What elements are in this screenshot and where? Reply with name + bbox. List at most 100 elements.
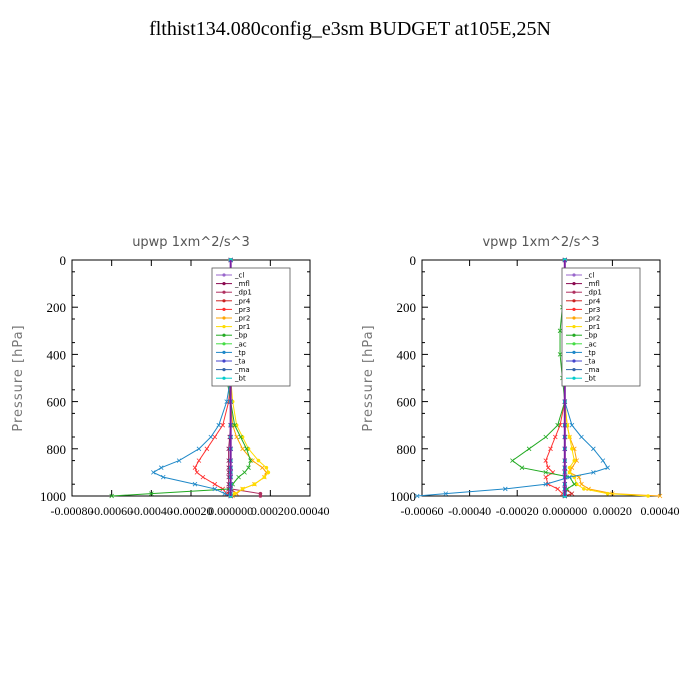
- x-tick-label: 0.00040: [641, 504, 680, 518]
- y-tick-label: 200: [397, 300, 417, 315]
- data-point: [109, 493, 114, 499]
- y-tick-label: 1000: [40, 489, 66, 504]
- legend-label: _cl: [234, 272, 244, 280]
- data-point: [250, 458, 255, 463]
- data-point: [222, 491, 227, 496]
- data-point: [242, 470, 247, 475]
- data-point: [526, 446, 532, 452]
- x-tick-label: -0.00040: [130, 504, 173, 518]
- legend-label: _pr3: [584, 306, 600, 314]
- legend-label: _pr2: [584, 315, 600, 323]
- data-point: [264, 465, 269, 470]
- data-point: [503, 486, 508, 492]
- y-axis-label: Pressure [hPa]: [361, 324, 376, 431]
- x-tick-label: -0.00040: [448, 504, 491, 518]
- y-tick-label: 200: [47, 300, 67, 315]
- x-tick-label: 0.000000: [208, 504, 253, 518]
- data-point: [572, 481, 577, 487]
- legend-label: _ma: [584, 366, 600, 374]
- x-tick-label: -0.00060: [401, 504, 444, 518]
- legend-label: _bt: [584, 375, 596, 383]
- legend-marker: [222, 359, 226, 363]
- y-tick-label: 800: [47, 442, 67, 457]
- legend-marker: [572, 368, 576, 372]
- data-point: [232, 422, 237, 428]
- data-point: [151, 470, 156, 475]
- x-tick-label: 0.00020: [593, 504, 632, 518]
- y-axis-label: Pressure [hPa]: [11, 324, 26, 431]
- legend-marker: [222, 273, 226, 277]
- data-point: [248, 458, 253, 463]
- y-tick-label: 400: [397, 347, 417, 362]
- data-point: [579, 434, 584, 440]
- legend-marker: [222, 282, 226, 286]
- data-point: [543, 470, 549, 475]
- data-point: [224, 399, 229, 404]
- data-point: [543, 434, 549, 440]
- legend-label: _cl: [584, 272, 594, 280]
- data-point: [567, 465, 572, 470]
- data-point: [212, 486, 218, 492]
- data-point: [196, 446, 202, 452]
- y-tick-label: 600: [47, 395, 67, 410]
- panel-upwp: upwp 1xm^2/s^3 Pressure [hPa] 0 200 400 600 80…: [11, 235, 330, 518]
- x-tick-label: -0.00080: [51, 504, 94, 518]
- legend-marker: [572, 316, 576, 320]
- data-point: [605, 491, 610, 496]
- data-point: [557, 352, 563, 357]
- data-point: [569, 491, 575, 496]
- data-point: [557, 328, 563, 334]
- data-point: [572, 458, 577, 463]
- panel-vpwp: vpwp 1xm^2/s^3 Pressure [hPa] 0 200 400 600 80…: [361, 235, 680, 518]
- data-point: [238, 434, 243, 440]
- data-point: [646, 494, 650, 498]
- data-point: [220, 422, 226, 428]
- data-point: [236, 474, 241, 480]
- data-point: [555, 486, 560, 492]
- data-point: [600, 458, 606, 463]
- legend-label: _pr2: [234, 315, 250, 323]
- figure-title: flthist134.080config_e3sm BUDGET at105E,…: [149, 18, 551, 40]
- data-point: [158, 465, 164, 470]
- legend-label: _ta: [234, 358, 246, 366]
- data-point: [543, 458, 549, 463]
- data-point: [545, 465, 551, 470]
- data-point: [574, 482, 579, 487]
- legend-label: _pr4: [584, 297, 601, 305]
- legend-label: _ta: [584, 358, 596, 366]
- legend-marker: [572, 350, 576, 354]
- data-point: [414, 493, 420, 499]
- data-point: [543, 474, 549, 480]
- legend-marker: [572, 282, 576, 286]
- legend-label: _pr3: [234, 306, 250, 314]
- data-point: [567, 474, 572, 480]
- y-tick-label: 600: [397, 395, 417, 410]
- data-point: [605, 465, 610, 470]
- legend-label: _pr1: [234, 323, 250, 331]
- data-point: [579, 481, 584, 487]
- legend-label: _dp1: [234, 289, 252, 297]
- data-point: [567, 470, 572, 475]
- data-point: [256, 458, 261, 463]
- data-point: [555, 422, 560, 428]
- legend-label: _tp: [234, 349, 246, 357]
- legend-marker: [222, 368, 226, 372]
- data-point: [552, 434, 558, 440]
- data-point: [194, 470, 200, 475]
- data-point: [149, 491, 154, 496]
- legend-marker: [222, 333, 226, 337]
- data-point: [260, 465, 265, 470]
- x-tick-label: 0.00020: [251, 504, 290, 518]
- data-point: [591, 470, 596, 475]
- legend-label: _mfl: [234, 280, 250, 288]
- data-point: [548, 446, 553, 452]
- y-tick-label: 800: [397, 442, 417, 457]
- legend-marker: [572, 333, 576, 337]
- data-point: [569, 422, 575, 428]
- legend-marker: [222, 290, 226, 294]
- legend-label: _dp1: [584, 289, 602, 297]
- legend-marker: [572, 307, 576, 311]
- legend-label: _bt: [234, 375, 246, 383]
- data-point: [262, 475, 267, 479]
- legend-label: _pr4: [234, 297, 251, 305]
